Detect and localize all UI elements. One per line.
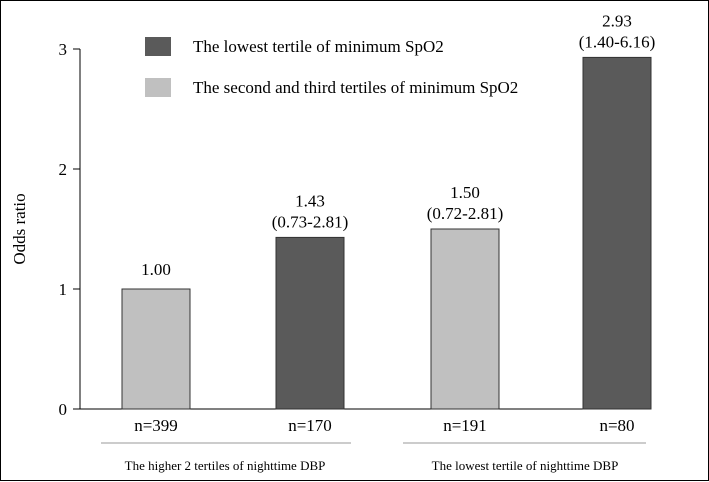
- bar-n-label-0: n=399: [134, 416, 178, 435]
- bar-1: [275, 236, 345, 410]
- bar-n-label-3: n=80: [599, 416, 634, 435]
- bar-0: [121, 288, 191, 410]
- bar-ci-label-3: (1.40-6.16): [579, 32, 655, 51]
- y-tick-label-0: 0: [59, 400, 68, 419]
- bar-n-label-1: n=170: [288, 416, 332, 435]
- bar-3: [582, 56, 652, 410]
- bar-2: [430, 228, 500, 410]
- bar-value-label-2: 1.50: [450, 183, 480, 202]
- group-label-1: The higher 2 tertiles of nighttime DBP: [125, 458, 326, 473]
- bar-ci-label-1: (0.73-2.81): [272, 212, 348, 231]
- bar-value-label-3: 2.93: [602, 11, 632, 30]
- group-label-2: The lowest tertile of nighttime DBP: [432, 458, 619, 473]
- legend: The lowest tertile of minimum SpO2 The s…: [145, 37, 518, 97]
- bar-value-label-0: 1.00: [141, 260, 171, 279]
- bar-value-label-1: 1.43: [295, 191, 325, 210]
- y-tick-label-3: 3: [59, 40, 68, 59]
- bar-ci-label-2: (0.72-2.81): [427, 204, 503, 223]
- bar-n-label-2: n=191: [443, 416, 487, 435]
- legend-label-lowest: The lowest tertile of minimum SpO2: [193, 37, 444, 56]
- legend-swatch-lowest: [145, 37, 171, 56]
- y-axis-label: Odds ratio: [10, 193, 29, 264]
- y-tick-label-1: 1: [59, 280, 68, 299]
- y-tick-label-2: 2: [59, 160, 68, 179]
- legend-swatch-second-third: [145, 78, 171, 97]
- legend-label-second-third: The second and third tertiles of minimum…: [193, 78, 518, 97]
